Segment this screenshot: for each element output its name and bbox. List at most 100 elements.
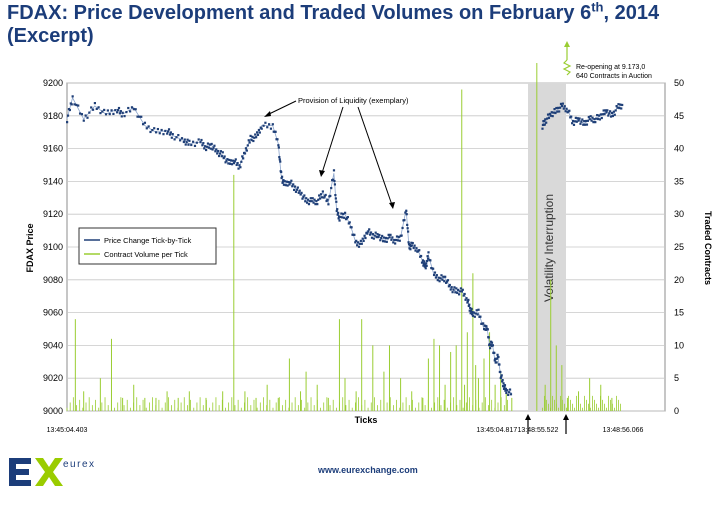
price-point — [284, 184, 287, 187]
price-point — [355, 239, 358, 242]
price-point — [546, 117, 549, 120]
price-point — [614, 109, 617, 112]
price-point — [298, 189, 301, 192]
price-point — [343, 216, 346, 219]
price-point — [437, 276, 440, 279]
price-point — [446, 279, 450, 282]
price-point — [164, 129, 167, 133]
price-point — [293, 188, 296, 192]
price-point — [268, 123, 271, 126]
price-point — [167, 130, 170, 133]
price-point — [579, 122, 582, 125]
price-point — [116, 111, 119, 114]
price-point — [551, 115, 554, 118]
price-point — [407, 230, 410, 233]
price-point — [188, 139, 191, 142]
price-point — [118, 112, 122, 115]
price-point — [419, 254, 423, 258]
price-point — [229, 162, 232, 165]
price-point — [412, 246, 415, 250]
eurex-logo-x-mark — [35, 458, 63, 486]
price-point — [241, 155, 244, 158]
price-point — [485, 325, 488, 328]
price-point — [336, 208, 339, 211]
price-point — [244, 147, 248, 150]
x-tick-label-3: 13:48:56.066 — [603, 427, 644, 434]
price-point — [251, 135, 254, 138]
price-point — [281, 181, 284, 184]
price-point — [230, 159, 233, 162]
price-point — [212, 146, 215, 149]
price-point — [382, 236, 386, 239]
price-point — [278, 158, 281, 161]
price-point — [357, 245, 361, 248]
price-point — [199, 141, 202, 144]
price-point — [380, 236, 383, 240]
price-point — [335, 200, 338, 203]
price-point — [307, 203, 311, 206]
price-point — [253, 136, 256, 139]
price-point — [285, 180, 288, 183]
price-point — [439, 277, 442, 280]
x-axis-label: Ticks — [355, 415, 378, 425]
price-point — [325, 199, 328, 203]
liquidity-arrow-2 — [321, 106, 344, 174]
price-point — [227, 162, 230, 165]
price-point — [398, 239, 401, 242]
price-point — [602, 109, 605, 112]
price-point — [293, 185, 297, 188]
price-point — [125, 110, 128, 114]
price-point — [559, 102, 563, 106]
price-point — [379, 239, 382, 242]
reopening-volume-arrowhead — [564, 41, 570, 47]
price-point — [205, 145, 209, 148]
price-point — [256, 133, 260, 136]
price-point — [471, 314, 475, 317]
price-point — [269, 127, 273, 130]
price-point — [97, 106, 100, 109]
price-point — [455, 287, 458, 290]
price-point — [403, 219, 406, 222]
price-point — [488, 344, 491, 347]
price-point — [405, 213, 408, 216]
price-point — [609, 110, 612, 113]
price-point — [193, 144, 197, 148]
price-point — [449, 288, 452, 291]
price-point — [145, 127, 148, 130]
price-point — [66, 114, 70, 117]
price-point — [427, 251, 430, 254]
price-point — [242, 157, 245, 160]
price-point — [424, 267, 427, 270]
price-point — [323, 195, 326, 198]
price-point — [447, 285, 450, 288]
price-point — [114, 109, 117, 112]
price-point — [223, 155, 226, 158]
price-point — [86, 116, 89, 119]
price-point — [505, 391, 508, 394]
price-point — [397, 235, 400, 238]
price-point — [436, 279, 439, 282]
price-point — [236, 161, 239, 165]
x-tick-label-2: 13:48:55.522 — [517, 427, 558, 434]
price-point — [215, 148, 218, 151]
price-point — [70, 103, 73, 106]
price-point — [576, 117, 579, 120]
price-point — [337, 215, 341, 218]
price-point — [186, 138, 189, 141]
price-point — [487, 336, 490, 339]
price-point — [162, 133, 165, 136]
price-point — [441, 278, 444, 281]
price-point — [123, 115, 126, 118]
price-point — [280, 176, 283, 180]
price-point — [554, 111, 557, 115]
price-point — [120, 115, 123, 118]
price-point — [77, 104, 80, 107]
y-axis-right-label: Traded Contracts — [703, 211, 713, 285]
price-point — [226, 158, 229, 161]
price-point — [344, 211, 347, 214]
price-point — [183, 138, 186, 141]
price-point — [312, 201, 315, 204]
price-point — [498, 363, 501, 366]
price-point — [423, 265, 426, 268]
price-point — [475, 309, 478, 312]
